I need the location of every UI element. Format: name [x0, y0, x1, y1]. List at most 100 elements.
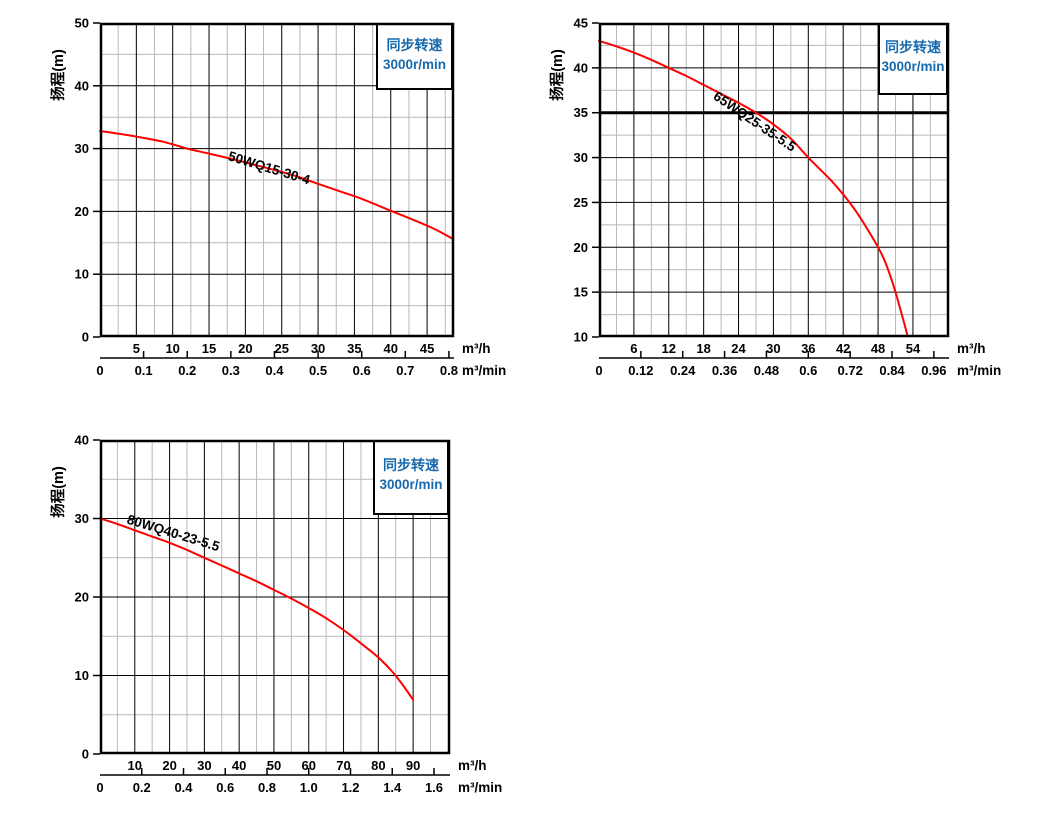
x-tick-label: 90 — [406, 758, 420, 773]
pump-curve-65WQ25-35-5.5 — [598, 39, 909, 336]
x2-tick-label: 0.2 — [178, 363, 196, 378]
y-tick-label: 40 — [574, 60, 588, 75]
x2-axis-unit-m3min: m³/min — [462, 363, 506, 378]
plot-border — [99, 22, 455, 338]
y-axis-title-head-m: 扬程(m) — [49, 466, 67, 518]
x2-tick-label: 1.4 — [383, 780, 402, 795]
x-tick-label: 24 — [731, 341, 746, 356]
x-tick-label: 18 — [696, 341, 710, 356]
x-tick-label: 45 — [420, 341, 434, 356]
pump-curve-50WQ15-30-4 — [99, 130, 455, 240]
y-tick-label: 10 — [574, 330, 588, 345]
x2-tick-label: 0.2 — [133, 780, 151, 795]
x2-tick-label: 1.0 — [300, 780, 318, 795]
pump-curve-80WQ40-23-5.5 — [99, 517, 415, 701]
y-tick-label: 0 — [82, 330, 89, 345]
plot-border — [598, 22, 950, 338]
x2-tick-label: 0.72 — [838, 363, 863, 378]
x2-axis-unit-m3min: m³/min — [458, 780, 502, 795]
x-axis-unit-m3h: m³/h — [957, 341, 986, 356]
x2-tick-label: 0.8 — [440, 363, 458, 378]
curve-model-label: 50WQ15-30-4 — [226, 148, 312, 187]
x2-tick-label: 0 — [96, 363, 103, 378]
legend-speed-value: 3000r/min — [383, 57, 446, 72]
legend-box — [376, 23, 453, 90]
x2-tick-label: 0.1 — [135, 363, 153, 378]
x2-tick-label: 0.4 — [174, 780, 193, 795]
x-tick-label: 15 — [202, 341, 216, 356]
y-tick-label: 40 — [75, 78, 89, 93]
legend-synchronous-speed-label: 同步转速 — [885, 39, 941, 55]
legend-synchronous-speed-label: 同步转速 — [387, 37, 443, 53]
y-tick-label: 30 — [75, 511, 89, 526]
y-tick-label: 40 — [75, 433, 89, 448]
x2-tick-label: 0 — [96, 780, 103, 795]
curve-model-label: 65WQ25-35-5.5 — [711, 88, 799, 154]
y-tick-label: 35 — [574, 105, 588, 120]
legend-synchronous-speed-label: 同步转速 — [383, 457, 439, 473]
x-tick-label: 40 — [232, 758, 246, 773]
x-tick-label: 36 — [801, 341, 815, 356]
x-tick-label: 12 — [662, 341, 676, 356]
y-tick-label: 30 — [574, 150, 588, 165]
x-tick-label: 80 — [371, 758, 385, 773]
x2-tick-label: 0.4 — [265, 363, 284, 378]
x-tick-label: 25 — [274, 341, 288, 356]
x2-tick-label: 0.24 — [670, 363, 696, 378]
y-tick-label: 15 — [574, 285, 588, 300]
x-tick-label: 30 — [311, 341, 325, 356]
x2-axis-unit-m3min: m³/min — [957, 363, 1001, 378]
x2-tick-label: 0.36 — [712, 363, 737, 378]
x2-tick-label: 0.6 — [353, 363, 371, 378]
x2-tick-label: 0.8 — [258, 780, 276, 795]
x-axis-unit-m3h: m³/h — [458, 758, 487, 773]
x2-tick-label: 0.5 — [309, 363, 327, 378]
x-axis-unit-m3h: m³/h — [462, 341, 491, 356]
x-tick-label: 54 — [906, 341, 921, 356]
legend-box — [373, 440, 449, 515]
x2-tick-label: 1.6 — [425, 780, 443, 795]
y-tick-label: 20 — [75, 590, 89, 605]
plot-border — [99, 439, 451, 755]
y-tick-label: 0 — [82, 747, 89, 762]
x2-tick-label: 0.12 — [628, 363, 653, 378]
x-tick-label: 35 — [347, 341, 361, 356]
x-tick-label: 50 — [267, 758, 281, 773]
x2-tick-label: 0.6 — [799, 363, 817, 378]
pump-curve-plot-50WQ15-30-4: 同步转速3000r/min50WQ15-30-401020304050扬程(m)… — [49, 16, 506, 379]
x2-tick-label: 0.3 — [222, 363, 240, 378]
x-tick-label: 5 — [133, 341, 140, 356]
x-tick-label: 20 — [162, 758, 176, 773]
x-tick-label: 30 — [766, 341, 780, 356]
x2-tick-label: 0.48 — [754, 363, 779, 378]
y-tick-label: 10 — [75, 267, 89, 282]
x-tick-label: 10 — [165, 341, 179, 356]
x-tick-label: 70 — [336, 758, 350, 773]
y-tick-label: 20 — [75, 204, 89, 219]
y-tick-label: 30 — [75, 141, 89, 156]
x2-tick-label: 1.2 — [341, 780, 359, 795]
x2-tick-label: 0 — [595, 363, 602, 378]
y-tick-label: 20 — [574, 240, 588, 255]
y-axis-title-head-m: 扬程(m) — [49, 49, 67, 101]
x-tick-label: 60 — [302, 758, 316, 773]
legend-speed-value: 3000r/min — [379, 477, 442, 492]
x-tick-label: 48 — [871, 341, 885, 356]
pump-curve-plot-65WQ25-35-5.5: 同步转速 3000r/min 65WQ25-35-5.5 10 15 20 25 30 35 40… — [548, 16, 1001, 379]
y-tick-label: 10 — [75, 668, 89, 683]
y-axis-title-head-m: 扬程(m) — [548, 49, 566, 101]
x-tick-label: 42 — [836, 341, 850, 356]
x2-tick-label: 0.84 — [879, 363, 905, 378]
x2-tick-label: 0.6 — [216, 780, 234, 795]
legend-speed-value: 3000r/min — [881, 59, 944, 74]
x-tick-label: 10 — [128, 758, 142, 773]
x-tick-label: 6 — [630, 341, 637, 356]
x-tick-label: 30 — [197, 758, 211, 773]
x2-tick-label: 0.96 — [921, 363, 946, 378]
x2-tick-label: 0.7 — [396, 363, 414, 378]
x-tick-label: 20 — [238, 341, 252, 356]
y-tick-label: 50 — [75, 16, 89, 31]
pump-curve-plot-80WQ40-23-5.5: 同步转速3000r/min80WQ40-23-5.5010203040扬程(m)… — [49, 433, 502, 796]
x-tick-label: 40 — [384, 341, 398, 356]
